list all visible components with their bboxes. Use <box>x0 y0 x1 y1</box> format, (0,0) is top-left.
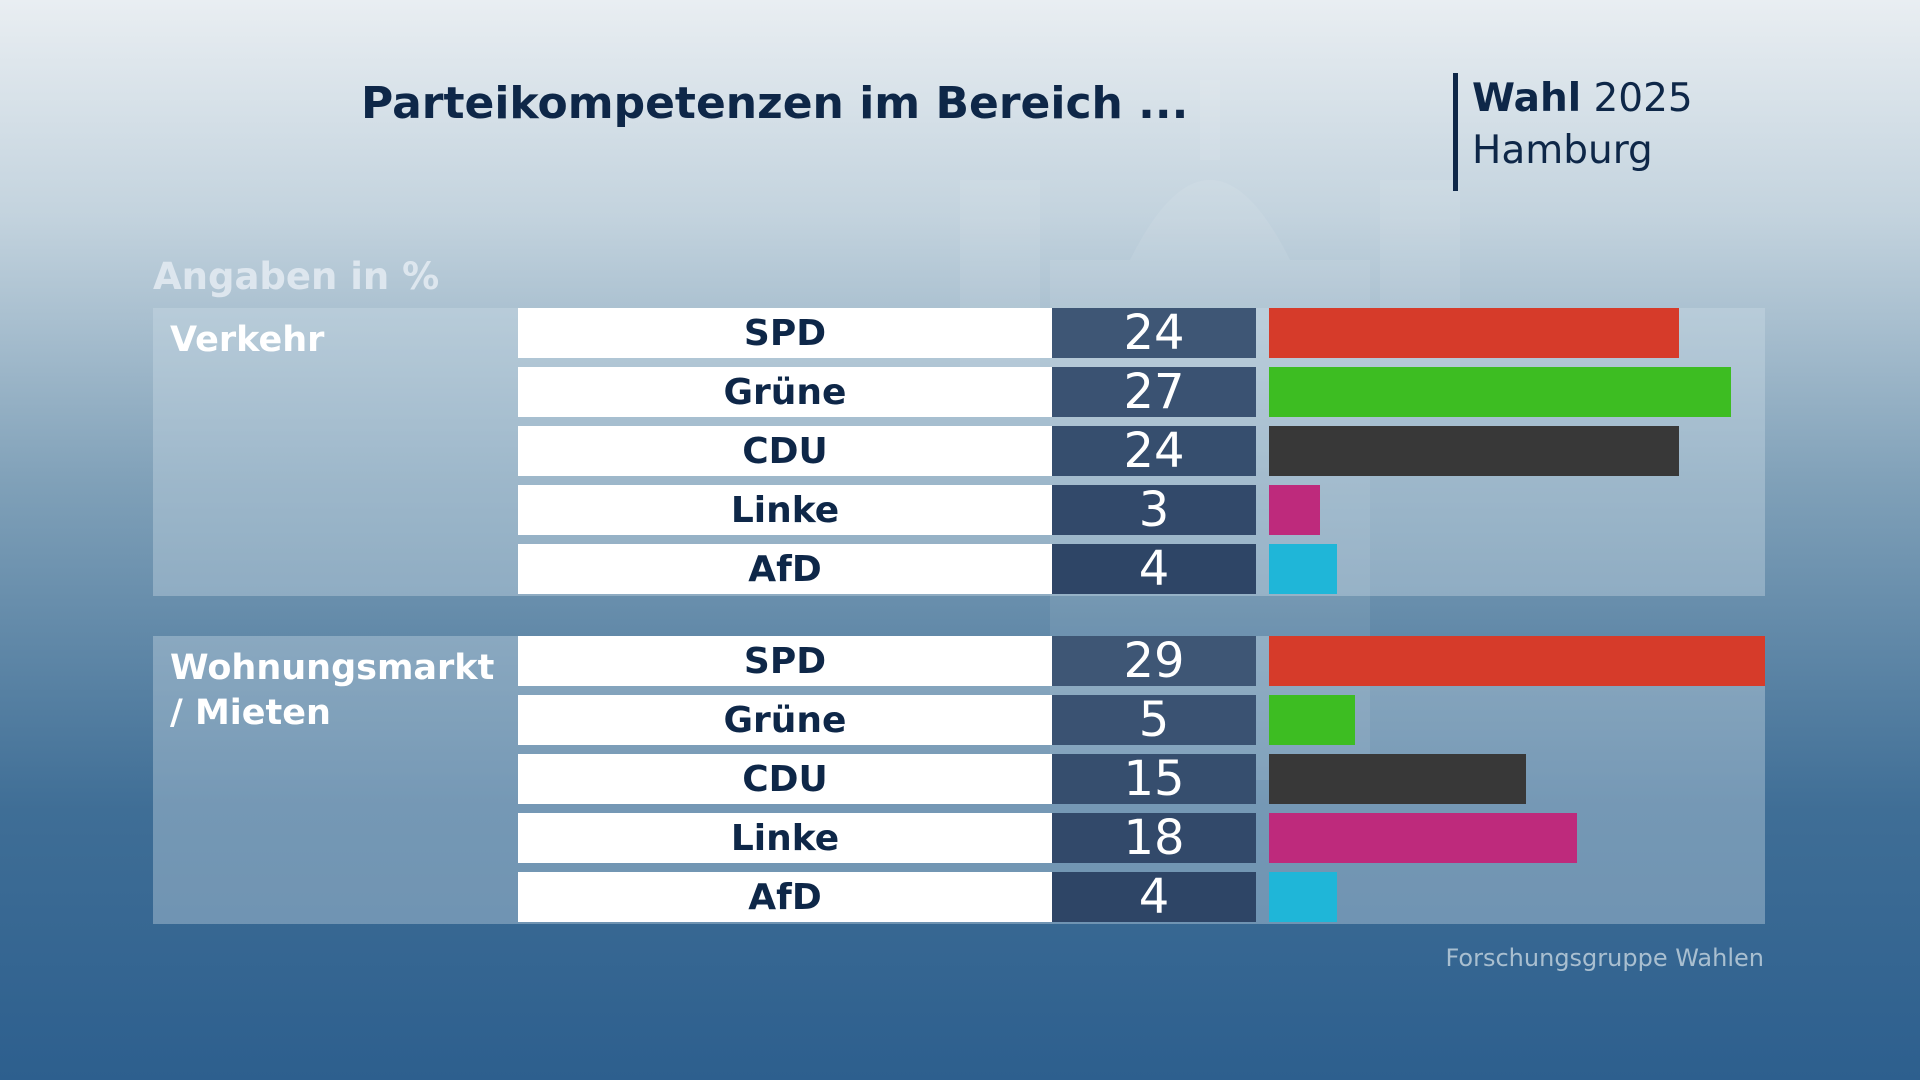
party-label: Linke <box>518 813 1052 863</box>
party-label: AfD <box>518 872 1052 922</box>
group-wohnungsmarkt: Wohnungsmarkt / Mieten SPD 29 Grüne 5 CDU 15 L… <box>153 633 1765 925</box>
chart-title: Parteikompetenzen im Bereich ... <box>361 78 1189 129</box>
bar <box>1269 426 1679 476</box>
party-label: SPD <box>518 308 1052 358</box>
bar-row: Grüne 27 <box>153 364 1765 420</box>
party-label: AfD <box>518 544 1052 594</box>
bar-row: CDU 15 <box>153 751 1765 807</box>
bar <box>1269 544 1337 594</box>
party-label: CDU <box>518 426 1052 476</box>
bar-row: AfD 4 <box>153 541 1765 597</box>
party-label: Grüne <box>518 367 1052 417</box>
bar <box>1269 308 1679 358</box>
bar-row: Linke 3 <box>153 482 1765 538</box>
group-label: Wohnungsmarkt / Mieten <box>170 648 495 733</box>
bar-row: CDU 24 <box>153 423 1765 479</box>
unit-label: Angaben in % <box>153 255 440 298</box>
value-label: 24 <box>1052 423 1256 479</box>
value-label: 5 <box>1052 692 1256 748</box>
group-verkehr: Verkehr SPD 24 Grüne 27 CDU 24 Linke 3 AfD 4 <box>153 305 1765 597</box>
value-label: 29 <box>1052 633 1256 689</box>
value-label: 27 <box>1052 364 1256 420</box>
brand-bold: Wahl <box>1472 76 1582 121</box>
value-label: 4 <box>1052 869 1256 925</box>
bar-row: Linke 18 <box>153 810 1765 866</box>
brand-year: 2025 <box>1593 76 1693 121</box>
bar <box>1269 485 1320 535</box>
party-label: CDU <box>518 754 1052 804</box>
value-label: 3 <box>1052 482 1256 538</box>
source-label: Forschungsgruppe Wahlen <box>1445 944 1764 972</box>
bar-row: SPD 24 <box>153 305 1765 361</box>
party-label: SPD <box>518 636 1052 686</box>
bar <box>1269 813 1577 863</box>
brand-logo: Wahl 2025 Hamburg <box>1453 73 1693 191</box>
bar-row: SPD 29 <box>153 633 1765 689</box>
value-label: 24 <box>1052 305 1256 361</box>
value-label: 18 <box>1052 810 1256 866</box>
bar <box>1269 367 1731 417</box>
party-label: Linke <box>518 485 1052 535</box>
party-label: Grüne <box>518 695 1052 745</box>
bar-row: Grüne 5 <box>153 692 1765 748</box>
value-label: 4 <box>1052 541 1256 597</box>
value-label: 15 <box>1052 751 1256 807</box>
bar <box>1269 872 1337 922</box>
brand-line-1: Wahl 2025 <box>1472 73 1693 125</box>
bar <box>1269 695 1355 745</box>
brand-region: Hamburg <box>1472 128 1653 173</box>
group-label: Verkehr <box>170 320 325 360</box>
bar-row: AfD 4 <box>153 869 1765 925</box>
bar <box>1269 636 1765 686</box>
bar <box>1269 754 1526 804</box>
